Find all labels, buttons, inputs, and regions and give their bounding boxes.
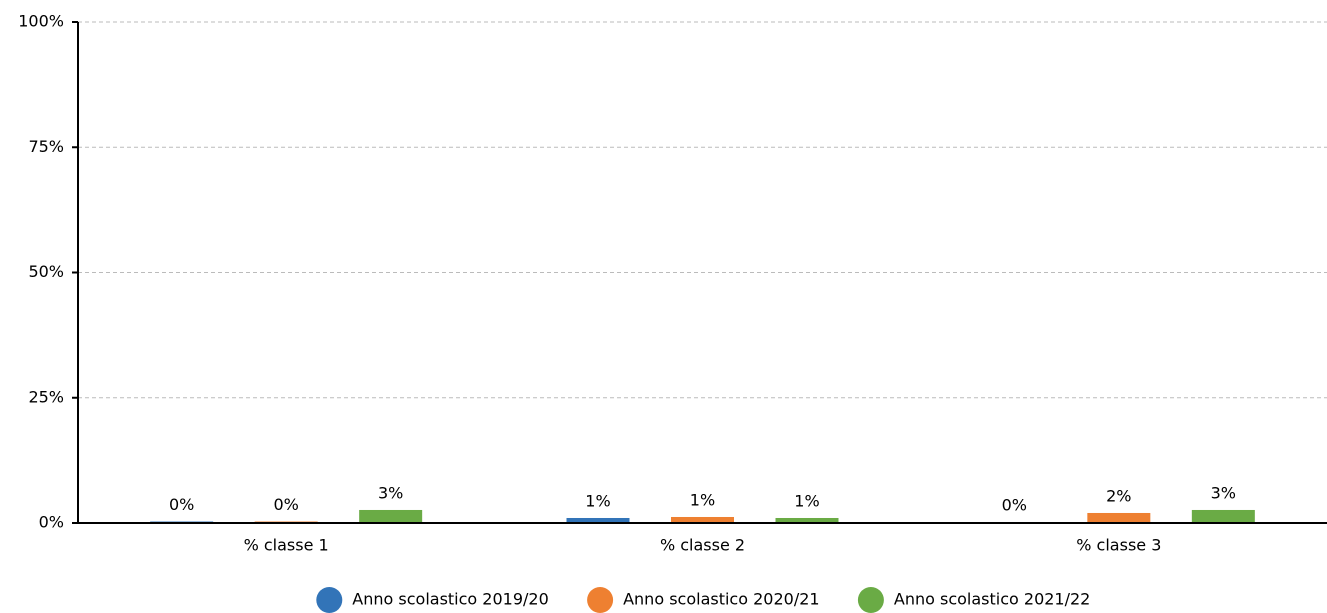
y-tick-label: 75%: [28, 137, 64, 156]
y-tick-label: 50%: [28, 262, 64, 281]
bar: [1087, 512, 1151, 523]
value-label: 1%: [690, 490, 715, 509]
legend-marker: [316, 587, 343, 613]
x-tick-label: % classe 2: [660, 536, 745, 555]
y-tick-label: 100%: [18, 12, 64, 31]
y-tick-label: 0%: [39, 513, 64, 532]
bar: [359, 509, 423, 523]
legend-label: Anno scolastico 2020/21: [623, 590, 819, 609]
value-label: 1%: [794, 491, 819, 510]
legend-label: Anno scolastico 2019/20: [352, 590, 548, 609]
value-label: 2%: [1106, 486, 1131, 505]
value-label: 3%: [378, 483, 403, 502]
legend-marker: [587, 587, 614, 613]
bar: [566, 517, 630, 523]
bar: [1191, 509, 1255, 523]
x-tick-label: % classe 1: [244, 536, 329, 555]
bar: [775, 517, 839, 523]
legend-marker: [857, 587, 884, 613]
value-label: 0%: [169, 495, 194, 514]
value-label: 0%: [273, 495, 298, 514]
value-label: 1%: [585, 491, 610, 510]
value-label: 0%: [1002, 495, 1027, 514]
value-label: 3%: [1211, 483, 1236, 502]
legend-label: Anno scolastico 2021/22: [894, 590, 1090, 609]
x-tick-label: % classe 3: [1076, 536, 1161, 555]
y-tick-label: 25%: [28, 387, 64, 406]
bar: [671, 516, 734, 523]
